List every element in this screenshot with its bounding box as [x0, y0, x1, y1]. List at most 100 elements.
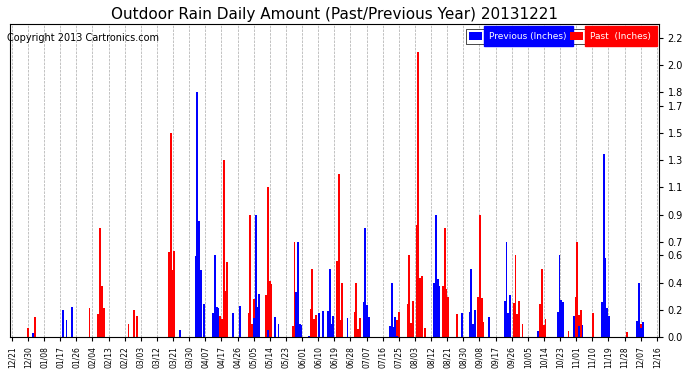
Bar [172, 270, 173, 337]
Bar [412, 301, 414, 337]
Bar [225, 291, 226, 337]
Bar [255, 214, 257, 337]
Bar [322, 310, 324, 337]
Bar [567, 332, 569, 337]
Bar [472, 324, 474, 337]
Bar [504, 301, 506, 337]
Bar [221, 319, 223, 337]
Bar [342, 283, 343, 337]
Title: Outdoor Rain Daily Amount (Past/Previous Year) 20131221: Outdoor Rain Daily Amount (Past/Previous… [111, 7, 558, 22]
Bar [310, 309, 311, 337]
Bar [170, 133, 172, 337]
Bar [391, 283, 393, 337]
Bar [292, 326, 294, 337]
Bar [578, 326, 580, 337]
Bar [415, 225, 417, 337]
Bar [223, 160, 225, 337]
Bar [626, 332, 628, 337]
Bar [580, 310, 582, 337]
Bar [557, 312, 559, 337]
Bar [601, 302, 603, 337]
Bar [638, 283, 640, 337]
Bar [456, 314, 458, 337]
Bar [277, 324, 279, 337]
Bar [267, 330, 269, 337]
Bar [544, 320, 546, 337]
Bar [299, 324, 301, 337]
Bar [216, 307, 217, 337]
Bar [253, 318, 255, 337]
Bar [318, 313, 320, 337]
Bar [315, 315, 317, 337]
Bar [506, 242, 507, 337]
Bar [393, 327, 395, 337]
Bar [447, 297, 449, 337]
Bar [444, 228, 446, 337]
Bar [62, 327, 64, 337]
Bar [219, 316, 221, 337]
Bar [173, 251, 175, 337]
Bar [32, 333, 34, 337]
Bar [479, 214, 481, 337]
Bar [195, 256, 197, 337]
Bar [396, 320, 398, 337]
Bar [294, 242, 295, 337]
Bar [297, 299, 299, 337]
Bar [217, 311, 219, 337]
Bar [395, 317, 396, 337]
Bar [232, 314, 233, 337]
Bar [128, 324, 129, 337]
Bar [603, 153, 604, 337]
Bar [34, 317, 36, 337]
Bar [406, 304, 408, 337]
Bar [366, 306, 368, 337]
Bar [339, 320, 342, 337]
Bar [507, 313, 509, 337]
Bar [179, 330, 181, 337]
Bar [99, 228, 101, 337]
Bar [197, 92, 198, 337]
Bar [354, 312, 355, 337]
Bar [71, 306, 72, 337]
Bar [538, 330, 540, 337]
Bar [541, 269, 543, 337]
Bar [515, 255, 516, 337]
Legend: Previous (Inches), Past  (Inches): Previous (Inches), Past (Inches) [466, 29, 654, 44]
Bar [327, 311, 329, 337]
Bar [132, 310, 135, 337]
Bar [592, 313, 594, 337]
Bar [471, 269, 472, 337]
Bar [562, 302, 564, 337]
Bar [257, 308, 258, 337]
Bar [101, 286, 103, 337]
Bar [560, 300, 562, 337]
Bar [103, 308, 104, 337]
Bar [204, 304, 205, 337]
Bar [66, 320, 68, 337]
Bar [559, 255, 560, 337]
Bar [359, 318, 361, 337]
Bar [419, 278, 421, 337]
Bar [331, 324, 333, 337]
Bar [439, 285, 440, 337]
Bar [88, 308, 90, 337]
Bar [368, 316, 370, 337]
Bar [270, 284, 273, 337]
Bar [301, 325, 302, 337]
Bar [329, 269, 331, 337]
Bar [269, 280, 270, 337]
Bar [214, 255, 216, 337]
Bar [417, 52, 419, 337]
Bar [543, 325, 544, 337]
Bar [576, 242, 578, 337]
Bar [462, 313, 463, 337]
Bar [640, 328, 642, 337]
Bar [253, 299, 255, 337]
Bar [446, 289, 447, 337]
Bar [442, 286, 444, 337]
Bar [62, 310, 64, 337]
Bar [267, 188, 269, 337]
Bar [362, 302, 364, 337]
Bar [435, 214, 437, 337]
Bar [477, 297, 479, 337]
